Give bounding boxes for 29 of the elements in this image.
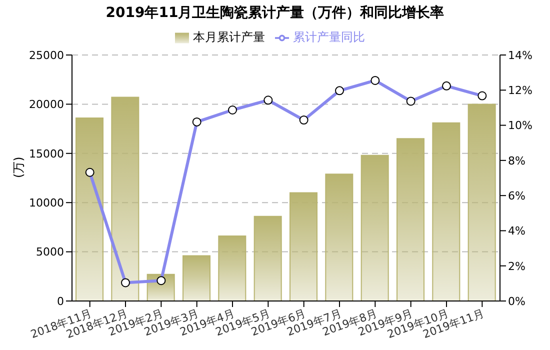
legend-label: 本月累计产量 — [193, 30, 265, 44]
bar — [182, 255, 210, 301]
y2-tick-label: 0% — [508, 294, 526, 308]
bar — [396, 138, 424, 301]
y-axis-title: (万) — [11, 156, 26, 178]
y-tick-label: 5000 — [36, 246, 64, 259]
bar — [111, 96, 140, 301]
y2-tick-label: 2% — [508, 260, 526, 273]
bar — [432, 122, 460, 301]
bar — [218, 236, 246, 301]
y-tick-label: 0 — [57, 294, 64, 308]
bar — [290, 192, 318, 301]
y-tick-label: 10000 — [29, 196, 64, 210]
chart-title: 2019年11月卫生陶瓷累计产量（万件）和同比增长率 — [104, 4, 446, 23]
legend-label: 累计产量同比 — [293, 30, 365, 44]
bar — [325, 174, 354, 301]
y2-tick-label: 14% — [508, 48, 532, 62]
y2-tick-label: 12% — [508, 84, 532, 98]
y2-tick-label: 4% — [508, 224, 526, 238]
y2-tick-label: 8% — [508, 154, 526, 168]
y2-tick-label: 6% — [508, 189, 526, 202]
bar — [468, 104, 496, 301]
y-tick-label: 25000 — [29, 48, 64, 62]
y-tick-label: 20000 — [29, 98, 64, 112]
bar — [76, 117, 104, 301]
bar — [360, 154, 389, 301]
y-tick-label: 15000 — [29, 147, 64, 160]
y2-tick-label: 10% — [508, 119, 532, 132]
bar — [254, 216, 282, 301]
